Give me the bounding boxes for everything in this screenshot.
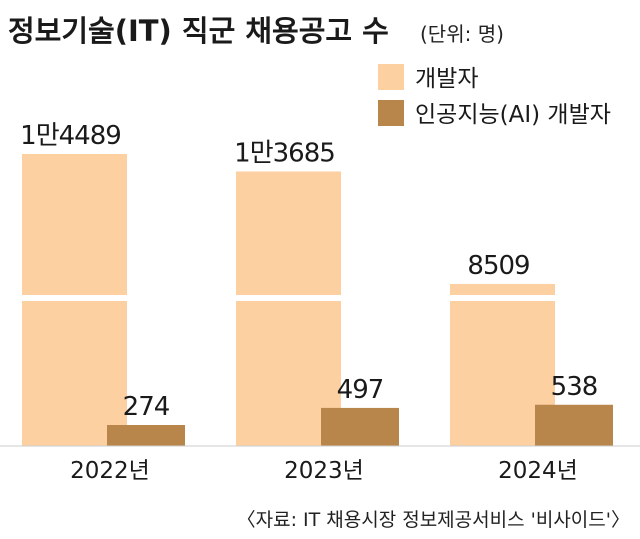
legend-swatch-ai-developer bbox=[378, 100, 404, 126]
value-label-ai-developer-2023년: 497 bbox=[337, 375, 384, 405]
bar-ai-developer-2023년 bbox=[321, 407, 399, 446]
bars bbox=[20, 154, 613, 446]
axis-break-2024년 bbox=[448, 295, 557, 301]
legend-label-ai-developer: 인공지능(AI) 개발자 bbox=[415, 102, 611, 128]
source-note: 〈자료: IT 채용시장 정보제공서비스 '비사이드'〉 bbox=[237, 509, 630, 531]
bar-developer-2023년 bbox=[236, 171, 341, 446]
axis-break-2022년 bbox=[20, 295, 129, 301]
unit-note: (단위: 명) bbox=[420, 22, 504, 46]
value-label-developer-2024년: 8509 bbox=[467, 251, 529, 281]
value-label-developer-2022년: 1만4489 bbox=[20, 121, 121, 151]
value-label-developer-2023년: 1만3685 bbox=[234, 138, 335, 168]
bar-ai-developer-2022년 bbox=[107, 425, 185, 446]
legend-swatch-developer bbox=[378, 64, 404, 90]
value-label-ai-developer-2022년: 274 bbox=[123, 392, 170, 422]
data-labels: 1만4489 274 1만3685 497 8509 538 bbox=[20, 121, 598, 422]
value-label-ai-developer-2024년: 538 bbox=[551, 372, 598, 402]
x-tick-label-2023년: 2023년 bbox=[284, 458, 364, 484]
axis-break-2023년 bbox=[234, 295, 343, 301]
x-tick-labels: 2022년 2023년 2024년 bbox=[70, 458, 578, 484]
x-tick-label-2024년: 2024년 bbox=[498, 458, 578, 484]
chart-title: 정보기술(IT) 직군 채용공고 수 bbox=[8, 14, 389, 48]
legend: 개발자 인공지능(AI) 개발자 bbox=[378, 64, 611, 128]
bar-ai-developer-2024년 bbox=[535, 404, 613, 446]
legend-label-developer: 개발자 bbox=[415, 66, 478, 92]
x-tick-label-2022년: 2022년 bbox=[70, 458, 150, 484]
